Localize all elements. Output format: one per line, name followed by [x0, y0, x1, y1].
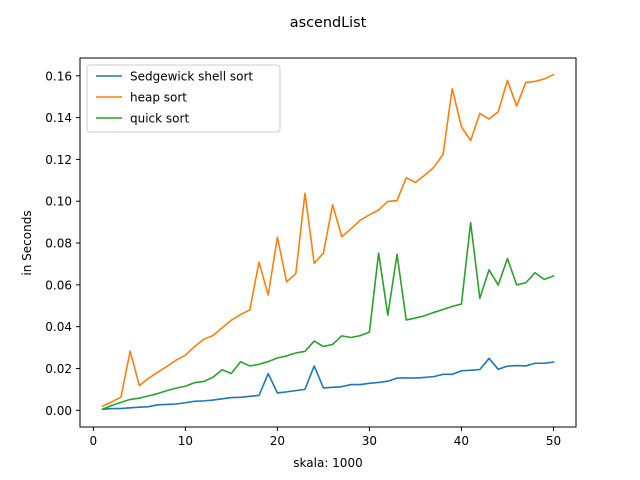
- y-tick-label: 0.10: [45, 195, 72, 209]
- series-line-0: [101, 357, 555, 411]
- axes-frame: [79, 57, 577, 428]
- y-tick-label: 0.08: [45, 237, 72, 251]
- x-tick-label: 30: [362, 434, 377, 448]
- x-axis-label: skala: 1000: [293, 456, 362, 470]
- y-tick-label: 0.16: [45, 69, 72, 83]
- series-line-1: [101, 73, 555, 408]
- y-axis-label: in Seconds: [20, 210, 34, 275]
- y-tick-label: 0.02: [45, 362, 72, 376]
- legend: Sedgewick shell sort heap sort quick sort: [86, 64, 281, 133]
- chart-title: ascendList: [290, 15, 367, 31]
- y-tick-label: 0.00: [45, 404, 72, 418]
- legend-box: [86, 64, 281, 133]
- x-tick-label: 50: [546, 434, 561, 448]
- legend-label-1: heap sort: [130, 91, 187, 105]
- axes-group: 0 10 20 30 40 50 0.00 0.02 0.04 0.06 0.08 0.10 0.12 0…: [45, 57, 577, 448]
- y-tick-label: 0.04: [45, 320, 72, 334]
- series-group: [101, 73, 555, 411]
- y-tick-label: 0.14: [45, 111, 72, 125]
- x-tick-label: 20: [270, 434, 285, 448]
- legend-label-2: quick sort: [130, 112, 189, 126]
- legend-label-0: Sedgewick shell sort: [130, 70, 253, 84]
- y-tick-label: 0.12: [45, 153, 72, 167]
- x-tick-label: 40: [454, 434, 469, 448]
- x-tick-label: 10: [178, 434, 193, 448]
- series-line-2: [101, 221, 555, 411]
- x-tick-label: 0: [90, 434, 98, 448]
- y-tick-label: 0.06: [45, 278, 72, 292]
